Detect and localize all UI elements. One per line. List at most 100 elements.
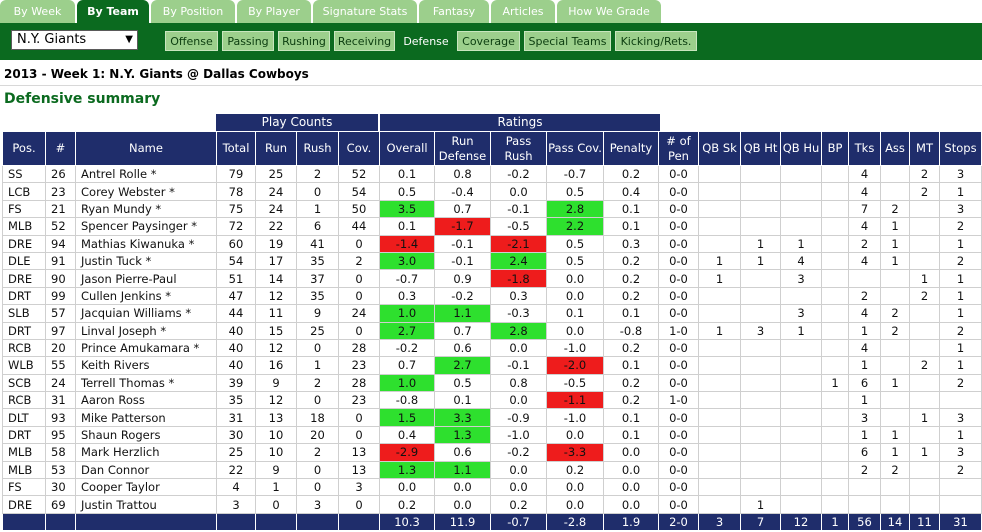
tab-how-we-grade[interactable]: How We Grade <box>557 0 661 23</box>
player-name-cell[interactable]: Jacquian Williams * <box>75 304 217 323</box>
column-header[interactable]: Pos. <box>2 131 46 166</box>
table-cell: -0.5 <box>546 373 604 393</box>
player-name-cell[interactable]: Spencer Paysinger * <box>75 217 217 236</box>
player-name-cell[interactable]: Keith Rivers <box>75 356 217 375</box>
column-header[interactable]: # of Pen <box>658 131 699 166</box>
table-cell: RCB <box>2 338 46 358</box>
table-cell: 1 <box>880 373 910 393</box>
table-cell: 6 <box>848 443 881 462</box>
table-cell: 0 <box>296 460 339 480</box>
table-cell: 0 <box>296 182 339 201</box>
player-name-cell[interactable]: Prince Amukamara * <box>75 338 217 358</box>
tab-by-week[interactable]: By Week <box>0 0 75 23</box>
column-header[interactable]: Pass Rush <box>490 131 547 166</box>
table-cell: 1 <box>780 234 822 253</box>
total-cell <box>216 512 256 531</box>
table-cell: 2.7 <box>434 356 491 375</box>
column-header[interactable]: MT <box>909 131 940 166</box>
table-cell: 97 <box>45 321 76 340</box>
player-name-cell[interactable]: Dan Connor <box>75 460 217 480</box>
player-name-cell[interactable]: Mark Herzlich <box>75 443 217 462</box>
column-header[interactable]: QB Hu <box>780 131 822 166</box>
column-header[interactable]: Run <box>255 131 297 166</box>
table-cell: 4 <box>848 164 881 184</box>
column-header[interactable]: Rush <box>296 131 339 166</box>
column-header[interactable]: Penalty <box>603 131 659 166</box>
table-cell: DRT <box>2 286 46 306</box>
column-header[interactable]: Run Defense <box>434 131 491 166</box>
table-cell: 0.1 <box>379 217 435 236</box>
table-cell <box>821 304 849 323</box>
table-cell: 72 <box>216 217 256 236</box>
table-cell: 1 <box>909 269 940 288</box>
column-header[interactable]: Name <box>75 131 217 166</box>
column-header[interactable]: Pass Cov. <box>546 131 604 166</box>
column-header[interactable]: Total <box>216 131 256 166</box>
subtab-passing[interactable]: Passing <box>222 31 274 51</box>
table-cell: 0.0 <box>490 391 547 410</box>
table-cell <box>821 356 849 375</box>
player-name-cell[interactable]: Cullen Jenkins * <box>75 286 217 306</box>
table-row: MLB 58 Mark Herzlich 25 10 2 13 -2.9 0.6 -0.2 -3.3… <box>2 443 982 462</box>
column-header[interactable]: Overall <box>379 131 435 166</box>
column-header[interactable]: QB Ht <box>740 131 781 166</box>
table-cell: 25 <box>216 443 256 462</box>
table-cell: 95 <box>45 425 76 445</box>
player-name-cell[interactable]: Jason Pierre-Paul <box>75 269 217 288</box>
column-header[interactable]: BP <box>821 131 849 166</box>
player-name-cell[interactable]: Antrel Rolle * <box>75 164 217 184</box>
player-name-cell[interactable]: Justin Trattou <box>75 495 217 514</box>
table-cell <box>780 391 822 410</box>
team-select[interactable]: N.Y. Giants ▼ <box>11 30 138 50</box>
table-cell: 0-0 <box>658 338 699 358</box>
player-name-cell[interactable]: Ryan Mundy * <box>75 199 217 219</box>
table-cell: -0.4 <box>434 182 491 201</box>
tab-fantasy[interactable]: Fantasy <box>419 0 489 23</box>
tab-by-player[interactable]: By Player <box>237 0 311 23</box>
column-header[interactable]: # <box>45 131 76 166</box>
player-name-cell[interactable]: Justin Tuck * <box>75 251 217 271</box>
subtab-receiving[interactable]: Receiving <box>334 31 395 51</box>
subtab-rushing[interactable]: Rushing <box>278 31 330 51</box>
total-cell: 11 <box>909 512 940 531</box>
player-name-cell[interactable]: Terrell Thomas * <box>75 373 217 393</box>
table-cell <box>740 425 781 445</box>
table-cell: 47 <box>216 286 256 306</box>
player-name-cell[interactable]: Cooper Taylor <box>75 478 217 497</box>
table-cell: 1 <box>740 251 781 271</box>
tab-by-position[interactable]: By Position <box>151 0 235 23</box>
column-header[interactable]: Tks <box>848 131 881 166</box>
tab-signature-stats[interactable]: Signature Stats <box>313 0 417 23</box>
table-row: DLT 93 Mike Patterson 31 13 18 0 1.5 3.3 -0.9 -1.0… <box>2 408 982 427</box>
tab-by-team[interactable]: By Team <box>77 0 149 24</box>
column-header[interactable]: Stops <box>939 131 982 166</box>
table-cell: 2 <box>939 321 982 340</box>
table-cell: 2 <box>880 199 910 219</box>
player-name-cell[interactable]: Shaun Rogers <box>75 425 217 445</box>
player-name-cell[interactable]: Linval Joseph * <box>75 321 217 340</box>
table-cell: 0 <box>338 495 380 514</box>
player-name-cell[interactable]: Mathias Kiwanuka * <box>75 234 217 253</box>
subtab-offense[interactable]: Offense <box>165 31 218 51</box>
table-cell <box>909 478 940 497</box>
subtab-special-teams[interactable]: Special Teams <box>524 31 611 51</box>
table-cell: 11 <box>255 304 297 323</box>
subtab-defense[interactable]: Defense <box>399 31 453 51</box>
column-header[interactable]: Cov. <box>338 131 380 166</box>
player-name-cell[interactable]: Corey Webster * <box>75 182 217 201</box>
table-cell: -0.1 <box>434 234 491 253</box>
column-header[interactable]: Ass <box>880 131 910 166</box>
player-name-cell[interactable]: Aaron Ross <box>75 391 217 410</box>
table-row: FS 30 Cooper Taylor 4 1 0 3 0.0 0.0 0.0 0.0 0.0 0-0 <box>2 478 982 497</box>
total-cell: 1 <box>821 512 849 531</box>
table-cell: -0.7 <box>379 269 435 288</box>
table-cell: 44 <box>216 304 256 323</box>
table-cell: 0.0 <box>434 478 491 497</box>
column-header[interactable]: QB Sk <box>698 131 741 166</box>
subtab-kicking-returns[interactable]: Kicking/Rets. <box>615 31 697 51</box>
table-cell: 52 <box>45 217 76 236</box>
tab-articles[interactable]: Articles <box>491 0 555 23</box>
player-name-cell[interactable]: Mike Patterson <box>75 408 217 427</box>
table-cell: MLB <box>2 217 46 236</box>
subtab-coverage[interactable]: Coverage <box>457 31 520 51</box>
